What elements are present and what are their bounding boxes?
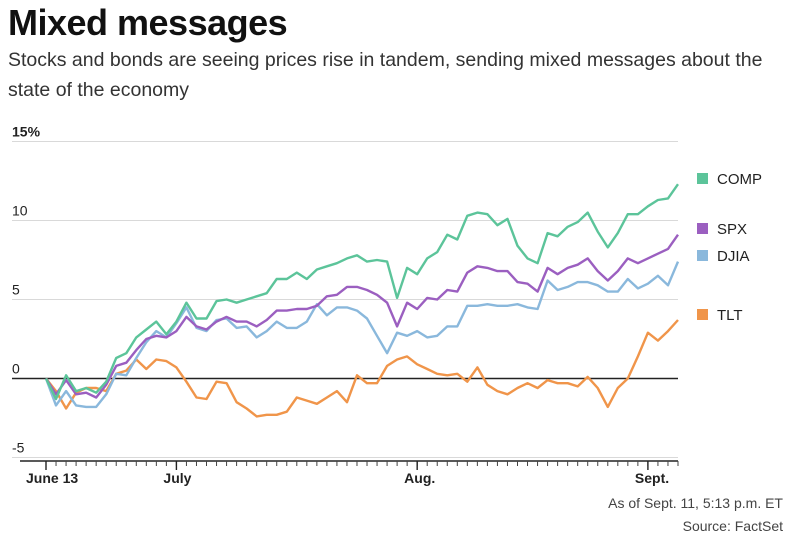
series-line-spx <box>44 234 679 399</box>
y-axis-ticks: 15% 10 5 0 -5 <box>12 124 41 456</box>
y-tick-label: 15% <box>12 124 41 140</box>
chart-subtitle: Stocks and bonds are seeing prices rise … <box>8 49 763 101</box>
legend-swatch-spx <box>697 223 708 234</box>
legend-swatch-tlt <box>697 309 708 320</box>
x-tick-label: Sept. <box>635 470 669 486</box>
legend-swatch-djia <box>697 250 708 261</box>
series-line-comp <box>44 183 679 401</box>
legend: COMP SPX DJIA TLT <box>697 171 762 324</box>
chart-title: Mixed messages <box>8 2 288 43</box>
y-tick-label: -5 <box>12 440 25 456</box>
y-tick-label: 10 <box>12 203 28 219</box>
series-line-tlt <box>45 319 679 418</box>
grid <box>12 141 678 458</box>
legend-label-spx: SPX <box>717 221 747 238</box>
legend-swatch-comp <box>697 173 708 184</box>
y-tick-label: 0 <box>12 361 20 377</box>
y-tick-label: 5 <box>12 282 20 298</box>
source-note: Source: FactSet <box>682 518 783 534</box>
series-lines <box>44 183 680 418</box>
legend-label-comp: COMP <box>717 171 762 188</box>
legend-label-djia: DJIA <box>717 248 750 265</box>
x-tick-label: June 13 <box>26 470 78 486</box>
x-axis: June 13 July Aug. Sept. <box>20 460 679 486</box>
legend-label-tlt: TLT <box>717 307 743 324</box>
x-tick-label: Aug. <box>404 470 435 486</box>
x-tick-label: July <box>163 470 191 486</box>
as-of-note: As of Sept. 11, 5:13 p.m. ET <box>608 495 783 511</box>
